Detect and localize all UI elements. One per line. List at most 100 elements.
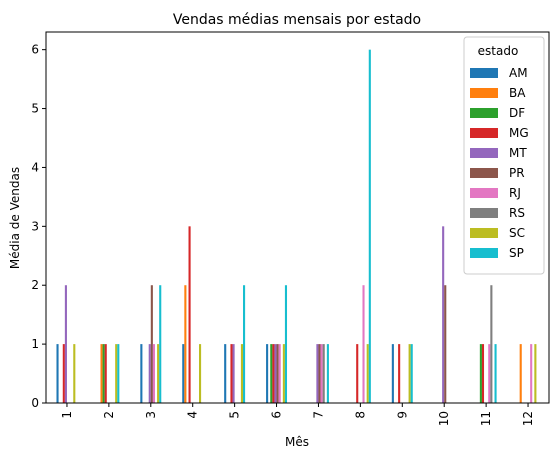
bar-SP-8 <box>368 49 371 404</box>
bar-SC-8 <box>366 344 369 403</box>
x-tick-label: 9 <box>395 411 409 419</box>
legend-label-MT: MT <box>509 146 527 160</box>
bar-DF-11 <box>479 344 482 403</box>
x-axis: 1 2 3 4 5 6 7 8 9 10 11 12 <box>60 403 535 426</box>
x-tick-label: 3 <box>144 411 158 419</box>
legend-label-PR: PR <box>509 166 525 180</box>
bar-BA-4 <box>184 285 187 403</box>
x-tick-label: 4 <box>186 411 200 419</box>
legend-title: estado <box>478 44 519 58</box>
bar-RJ-8 <box>362 285 365 403</box>
y-tick-label: 2 <box>31 278 39 292</box>
x-tick-label: 12 <box>521 411 535 426</box>
bar-MG-6 <box>272 344 275 403</box>
bar-SC-9 <box>408 344 411 403</box>
bar-BA-12 <box>519 344 522 403</box>
legend-label-MG: MG <box>509 126 529 140</box>
x-tick-label: 6 <box>270 411 284 419</box>
x-tick-label: 1 <box>60 411 74 419</box>
bar-SC-1 <box>73 344 76 403</box>
legend-label-BA: BA <box>509 86 526 100</box>
bars-layer <box>56 49 537 404</box>
bar-MT-6 <box>274 344 277 403</box>
bar-PR-3 <box>150 285 153 403</box>
legend-swatch-AM <box>470 68 498 78</box>
x-tick-label: 7 <box>311 411 325 419</box>
legend-label-RS: RS <box>509 206 525 220</box>
legend-swatch-BA <box>470 88 498 98</box>
bar-MT-5 <box>232 344 235 403</box>
bar-AM-6 <box>266 344 269 403</box>
x-tick-label: 2 <box>102 411 116 419</box>
legend-label-SC: SC <box>509 226 525 240</box>
bar-MG-5 <box>230 344 233 403</box>
bar-SP-5 <box>243 285 246 403</box>
y-axis: 0 1 2 3 4 5 6 <box>31 43 46 410</box>
legend-swatch-SP <box>470 248 498 258</box>
bar-DF-2 <box>102 344 105 403</box>
bar-SP-11 <box>494 344 497 403</box>
legend-label-SP: SP <box>509 246 524 260</box>
bar-MT-1 <box>64 285 67 403</box>
bar-SC-3 <box>157 344 160 403</box>
legend-swatch-SC <box>470 228 498 238</box>
bar-SP-2 <box>117 344 120 403</box>
legend-swatch-RJ <box>470 188 498 198</box>
bar-DF-6 <box>270 344 273 403</box>
legend-swatch-PR <box>470 168 498 178</box>
y-tick-label: 3 <box>31 219 39 233</box>
bar-SC-4 <box>199 344 202 403</box>
legend-swatch-MT <box>470 148 498 158</box>
bar-MG-9 <box>398 344 401 403</box>
bar-MT-3 <box>148 344 151 403</box>
legend-label-DF: DF <box>509 106 525 120</box>
bar-SP-3 <box>159 285 162 403</box>
y-tick-label: 1 <box>31 337 39 351</box>
legend-swatch-MG <box>470 128 498 138</box>
y-tick-label: 4 <box>31 160 39 174</box>
bar-SP-7 <box>326 344 329 403</box>
bar-RS-7 <box>322 344 325 403</box>
x-axis-label: Mês <box>285 435 309 449</box>
bar-MG-8 <box>356 344 359 403</box>
bar-SP-9 <box>410 344 413 403</box>
bar-MG-11 <box>481 344 485 403</box>
bar-RJ-7 <box>320 344 323 403</box>
chart-title: Vendas médias mensais por estado <box>173 12 421 28</box>
x-tick-label: 5 <box>228 411 242 419</box>
legend-label-AM: AM <box>509 66 528 80</box>
bar-RJ-3 <box>152 344 155 403</box>
legend: estado AM BA DF MG MT PR RJ RS SC SP <box>463 36 545 275</box>
bar-PR-7 <box>318 344 321 403</box>
bar-PR-6 <box>276 344 279 403</box>
bar-MT-7 <box>316 344 319 403</box>
plot-frame <box>45 31 550 404</box>
bar-MG-1 <box>62 344 65 403</box>
bar-SC-5 <box>240 344 244 403</box>
y-tick-label: 0 <box>31 396 39 410</box>
x-tick-label: 10 <box>437 411 451 426</box>
bar-SC-12 <box>534 344 537 403</box>
bar-AM-4 <box>182 344 185 403</box>
bar-MG-4 <box>188 226 191 403</box>
legend-label-RJ: RJ <box>509 186 521 200</box>
bar-RJ-12 <box>530 344 533 403</box>
bar-RJ-11 <box>488 344 491 403</box>
bar-MG-2 <box>104 344 107 403</box>
y-tick-label: 6 <box>31 43 39 57</box>
bar-AM-1 <box>56 344 59 403</box>
legend-swatch-RS <box>470 208 498 218</box>
bar-SP-6 <box>284 285 288 403</box>
bar-RJ-6 <box>278 344 281 403</box>
bar-AM-9 <box>391 344 394 403</box>
y-axis-label: Média de Vendas <box>8 167 22 269</box>
bar-BA-2 <box>100 344 103 403</box>
x-tick-label: 11 <box>479 411 493 426</box>
bar-SC-6 <box>282 344 285 403</box>
bar-SC-2 <box>115 344 118 403</box>
bar-AM-3 <box>140 344 143 403</box>
bar-PR-10 <box>444 285 447 403</box>
legend-swatch-DF <box>470 108 498 118</box>
bar-RS-11 <box>490 285 493 403</box>
